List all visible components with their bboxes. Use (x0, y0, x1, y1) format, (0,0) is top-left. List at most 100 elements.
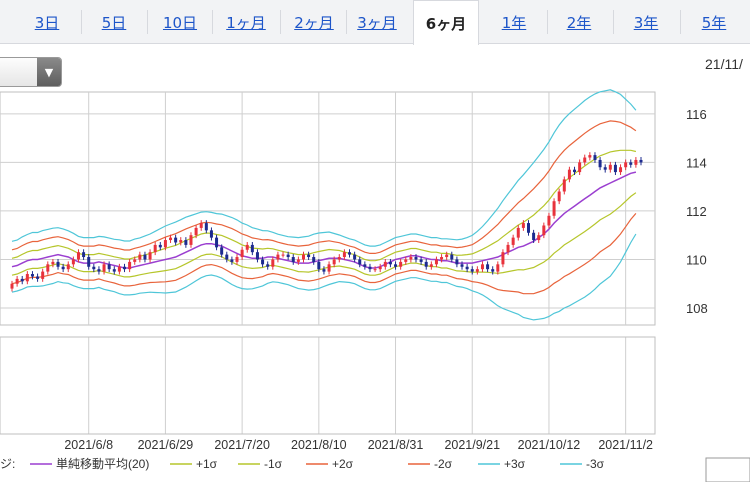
candle-body (179, 240, 183, 243)
tab-separator (680, 10, 681, 34)
triangle-down-icon: ▼ (44, 65, 54, 79)
x-tick-label: 2021/8/31 (368, 438, 424, 452)
candle-body (209, 230, 213, 238)
candle-body (36, 276, 40, 279)
tab-period-9[interactable]: 3年 (633, 13, 659, 32)
candle-body (281, 254, 285, 256)
tab-period-4[interactable]: 2ヶ月 (294, 13, 334, 32)
tab-separator (612, 10, 614, 34)
tab-period-5[interactable]: 3ヶ月 (357, 13, 397, 32)
x-tick-label: 2021/6/8 (64, 438, 113, 452)
x-tick-label: 2021/8/10 (291, 438, 347, 452)
legend-label-3: +2σ (332, 457, 354, 471)
candle-body (506, 244, 510, 253)
tab-period-8[interactable]: 2年 (566, 13, 592, 32)
sma-line (11, 171, 637, 269)
candle-body (383, 261, 387, 267)
period-tab-bar: 3日 5日 10日 1ヶ月 2ヶ月 3ヶ月 6ヶ月 1年 2年 3年 5年 (0, 0, 750, 45)
candle-body (419, 259, 423, 262)
candle-body (46, 264, 50, 272)
candle-body (112, 269, 116, 272)
tab-separator (146, 10, 148, 34)
tab-period-0[interactable]: 3日 (34, 13, 60, 32)
candle-body (235, 257, 239, 262)
y-tick-label: 116 (686, 107, 707, 122)
x-tick-label: 2021/6/29 (138, 438, 194, 452)
header-date: 21/11/ (705, 56, 743, 72)
candle-body (261, 259, 265, 265)
tab-period-2[interactable]: 10日 (162, 13, 198, 32)
candle-body (87, 257, 91, 267)
candle-body (117, 266, 121, 272)
candle-body (332, 259, 336, 265)
y-tick-label: 108 (686, 301, 708, 316)
candle-body (153, 244, 157, 253)
candle-body (10, 283, 14, 289)
candle-body (465, 266, 469, 270)
tab-period-3[interactable]: 1ヶ月 (226, 13, 266, 32)
candle-body (624, 162, 628, 168)
legend-label-4: -2σ (434, 457, 453, 471)
select-arrow-button[interactable]: ▼ (37, 58, 61, 86)
candle-body (486, 264, 490, 270)
candle-body (15, 278, 19, 284)
candle-body (460, 264, 464, 267)
y-tick-label: 110 (686, 252, 707, 267)
candle-body (434, 259, 438, 265)
candle-body (501, 252, 505, 265)
candle-body (613, 164, 617, 173)
tab-period-10[interactable]: 5年 (701, 13, 727, 32)
candle-body (220, 247, 224, 255)
candle-body (174, 237, 178, 243)
candle-body (240, 249, 244, 258)
candle-body (394, 264, 398, 267)
legend-box (705, 457, 750, 482)
candle-body (368, 266, 372, 270)
candle-body (578, 162, 582, 173)
candle-body (291, 257, 295, 262)
candle-body (634, 159, 638, 165)
candle-body (276, 254, 280, 260)
candle-body (399, 261, 403, 267)
candle-body (143, 254, 147, 260)
y-tick-label: 112 (686, 204, 707, 219)
x-tick-label: 2021/9/21 (444, 438, 500, 452)
sigma1-band-lower (11, 192, 637, 278)
tab-separator (546, 10, 548, 34)
candle-body (250, 244, 254, 253)
candle-body (322, 269, 326, 272)
tab-period-6[interactable]: 6ヶ月 (413, 0, 479, 45)
sigma2-band-lower (11, 213, 637, 295)
indicator-select[interactable]: ▼ (0, 57, 62, 87)
main-plot-area (0, 91, 656, 326)
candle-body (445, 254, 449, 258)
candle-body (271, 259, 275, 267)
candle-body (76, 252, 80, 260)
candle-body (20, 278, 24, 282)
candle-body (557, 191, 561, 202)
candle-body (138, 254, 142, 260)
candle-body (450, 254, 454, 260)
tab-period-7[interactable]: 1年 (501, 13, 527, 32)
candle-body (255, 252, 259, 260)
candle-body (588, 155, 592, 158)
candle-body (158, 244, 162, 248)
candle-body (225, 254, 229, 260)
candle-body (440, 257, 444, 260)
candle-body (373, 269, 377, 271)
candle-body (342, 252, 346, 258)
legend-label-0: 単純移動平均(20) (56, 457, 149, 471)
candle-body (470, 269, 474, 272)
candle-body (296, 259, 300, 262)
candle-body (107, 264, 111, 270)
legend-label-2: -1σ (264, 457, 283, 471)
sigma3-band-upper (11, 89, 637, 247)
tab-period-1[interactable]: 5日 (101, 13, 127, 32)
candle-body (542, 225, 546, 236)
x-tick-label: 2021/11/2 (598, 438, 653, 452)
x-tick-label: 2021/7/20 (214, 438, 270, 452)
tab-separator (81, 10, 82, 34)
sigma2-band-upper (11, 120, 637, 254)
sigma1-band-upper (11, 149, 637, 262)
